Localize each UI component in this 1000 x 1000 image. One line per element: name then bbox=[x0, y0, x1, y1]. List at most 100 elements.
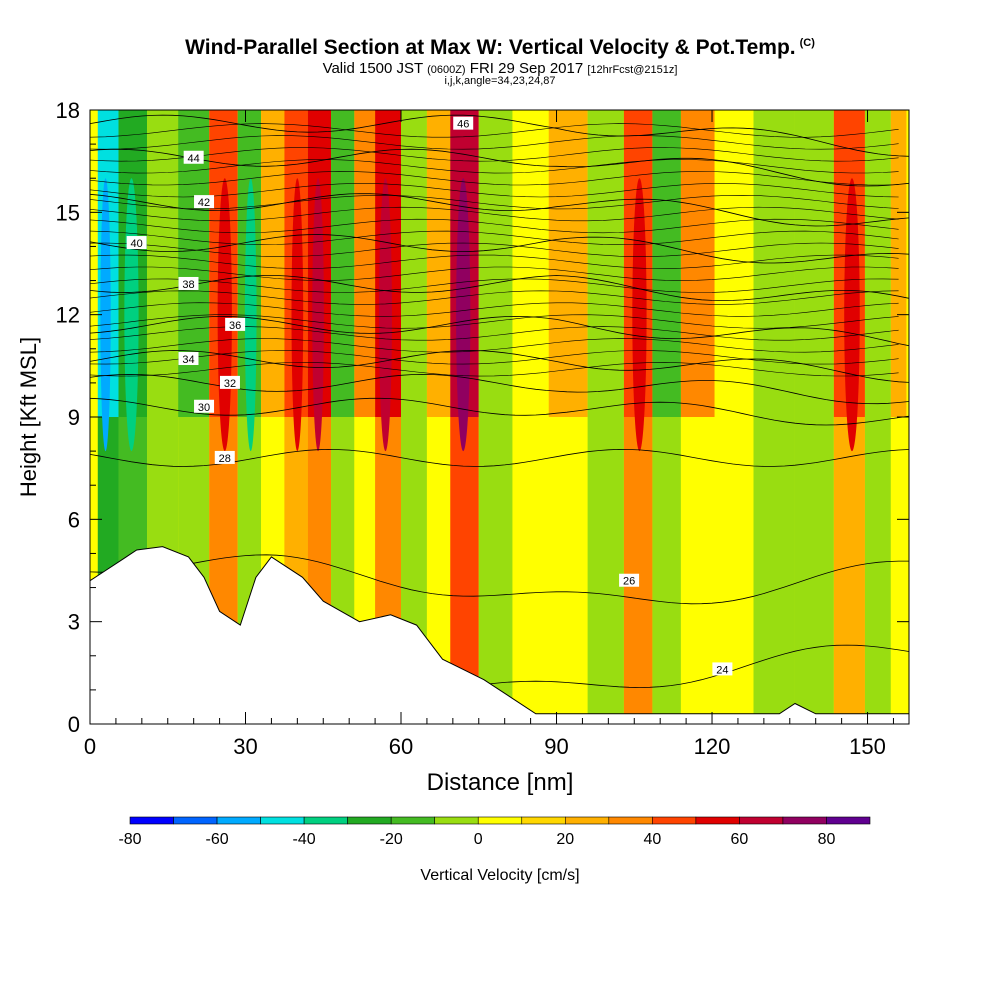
contour-label: 42 bbox=[194, 195, 215, 209]
forecast-info: [12hrFcst@2151z] bbox=[587, 64, 678, 76]
velocity-band-lower bbox=[587, 417, 624, 724]
velocity-core bbox=[244, 178, 257, 452]
velocity-band-upper bbox=[890, 110, 907, 417]
velocity-band-upper bbox=[753, 110, 795, 417]
colorbar-swatch bbox=[521, 816, 566, 825]
theta-contour-line bbox=[90, 278, 899, 293]
colorbar-label: Vertical Velocity [cm/s] bbox=[420, 867, 579, 884]
colorbar: -80 -60 -40 -20 0 20 40 60 80 bbox=[118, 816, 871, 848]
x-tick-label: 120 bbox=[694, 734, 731, 759]
terrain bbox=[90, 546, 909, 724]
chart-title-text: Wind-Parallel Section at Max W: Vertical… bbox=[185, 36, 796, 59]
theta-contour-line bbox=[90, 350, 899, 365]
x-tick-label: 60 bbox=[389, 734, 413, 759]
colorbar-tick-label: 20 bbox=[556, 831, 574, 848]
contour-label-text: 34 bbox=[182, 354, 194, 366]
velocity-core bbox=[100, 178, 111, 452]
colorbar-tick-label: -20 bbox=[380, 831, 403, 848]
y-tick-label: 12 bbox=[56, 303, 80, 328]
velocity-band-upper bbox=[587, 110, 624, 417]
y-tick-label: 6 bbox=[68, 507, 80, 532]
contour-label: 38 bbox=[178, 276, 199, 291]
velocity-core bbox=[124, 178, 139, 452]
velocity-band-upper bbox=[401, 110, 427, 417]
theta-contour-line bbox=[90, 147, 899, 162]
contour-label-bg bbox=[178, 352, 199, 366]
contour-label: 32 bbox=[219, 375, 240, 390]
theta-contour-line bbox=[90, 183, 899, 198]
velocity-band-lower bbox=[512, 417, 549, 724]
theta-contour-line bbox=[90, 234, 909, 264]
velocity-core bbox=[291, 178, 304, 452]
colorbar-swatch bbox=[347, 816, 392, 825]
contour-label-text: 38 bbox=[182, 279, 194, 291]
velocity-band-lower bbox=[890, 417, 907, 724]
colorbar-swatch bbox=[564, 816, 610, 825]
colorbar-swatch bbox=[695, 816, 740, 825]
valid-zulu: (0600Z) bbox=[427, 64, 466, 76]
contour-label-text: 40 bbox=[131, 238, 143, 250]
theta-contour-line bbox=[90, 230, 899, 246]
velocity-band-upper bbox=[512, 110, 549, 417]
colorbar-tick-label: -40 bbox=[293, 831, 316, 848]
velocity-band-lower bbox=[864, 417, 891, 724]
x-tick-label: 30 bbox=[233, 734, 257, 759]
contour-label: 40 bbox=[126, 236, 147, 250]
contour-label-text: 26 bbox=[623, 576, 635, 588]
theta-contour-line bbox=[90, 242, 899, 257]
contour-label: 36 bbox=[225, 317, 246, 332]
velocity-band-upper bbox=[478, 110, 513, 417]
colorbar-swatch bbox=[303, 816, 348, 825]
theta-contour-line bbox=[90, 326, 899, 341]
velocity-band-lower bbox=[833, 417, 865, 724]
velocity-band-upper bbox=[426, 110, 451, 417]
contour-label-text: 30 bbox=[198, 402, 210, 414]
theta-contour-line bbox=[90, 206, 899, 222]
contour-label-bg bbox=[194, 399, 215, 413]
x-tick-label: 0 bbox=[84, 734, 96, 759]
velocity-band-upper bbox=[794, 110, 834, 417]
velocity-band-lower bbox=[478, 417, 513, 724]
contour-label-text: 42 bbox=[198, 197, 210, 209]
velocity-band-lower bbox=[714, 417, 754, 724]
colorbar-tick-label: -80 bbox=[118, 831, 141, 848]
theta-contour-line bbox=[90, 362, 899, 377]
theta-contour-line bbox=[90, 254, 899, 269]
contour-label: 24 bbox=[712, 662, 733, 676]
contour-label-text: 28 bbox=[219, 453, 231, 465]
colorbar-swatch bbox=[173, 816, 218, 825]
velocity-band-lower bbox=[548, 417, 588, 724]
colorbar-swatch bbox=[739, 816, 784, 825]
colorbar-swatch bbox=[652, 816, 697, 825]
contour-label: 30 bbox=[194, 399, 215, 414]
contour-label-bg bbox=[225, 317, 246, 331]
colorbar-swatch bbox=[608, 816, 653, 825]
velocity-band-upper bbox=[354, 110, 376, 417]
theta-contour-line bbox=[90, 397, 909, 426]
x-tick-label: 90 bbox=[544, 734, 568, 759]
velocity-band-upper bbox=[331, 110, 355, 417]
contour-label: 26 bbox=[619, 573, 640, 588]
contour-label-bg bbox=[712, 662, 733, 676]
velocity-band-lower bbox=[794, 417, 834, 724]
contour-label-text: 46 bbox=[457, 119, 469, 131]
contour-label: 34 bbox=[178, 352, 199, 366]
colorbar-swatch bbox=[434, 816, 479, 825]
velocity-core bbox=[312, 178, 324, 452]
theta-contour-line bbox=[90, 554, 909, 605]
contour-label: 44 bbox=[183, 150, 204, 165]
contour-label-text: 44 bbox=[188, 153, 200, 165]
contour-label: 28 bbox=[214, 450, 235, 465]
x-tick-label: 150 bbox=[849, 734, 886, 759]
theta-contour-line bbox=[90, 275, 909, 302]
contour-label-bg bbox=[619, 573, 640, 587]
theta-contour-line bbox=[90, 159, 899, 174]
valid-date: FRI 29 Sep 2017 bbox=[469, 60, 584, 77]
velocity-band-upper bbox=[261, 110, 285, 417]
colorbar-tick-label: 80 bbox=[818, 831, 836, 848]
velocity-core bbox=[378, 178, 392, 452]
theta-contour-line bbox=[90, 290, 899, 305]
colorbar-tick-label: 40 bbox=[643, 831, 661, 848]
theta-contour-line bbox=[90, 193, 909, 227]
